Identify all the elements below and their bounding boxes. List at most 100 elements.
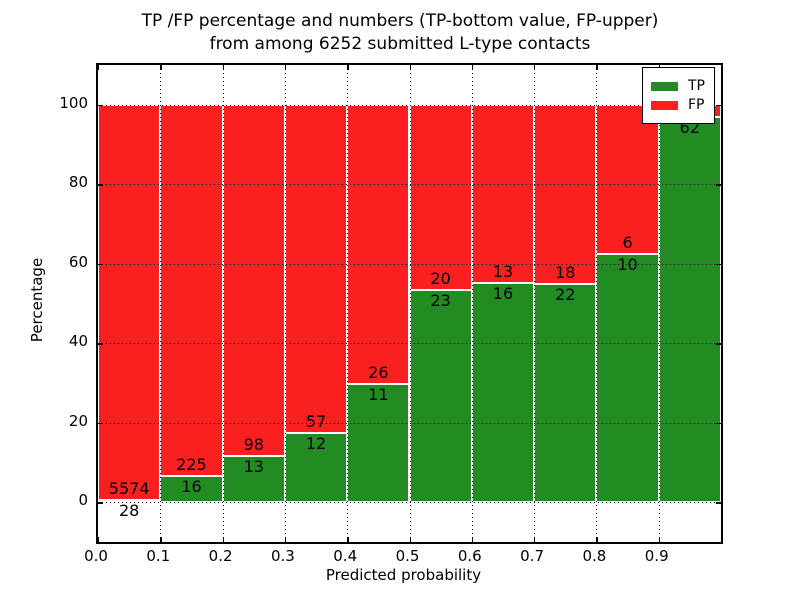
x-tick-mark [98,65,100,70]
x-tick-mark [409,537,411,542]
y-tick-label: 40 [68,332,88,351]
gridline-vertical [534,65,536,542]
tp-count-label: 28 [118,501,140,521]
x-tick-mark [284,537,287,542]
x-tick-mark [409,65,411,70]
y-tick-label: 60 [68,252,88,271]
tp-count-label: 22 [555,284,576,304]
y-tick-mark [98,263,103,266]
tp-count-label: 23 [430,290,451,310]
x-tick-mark [347,65,349,70]
fp-count-label: 98 [243,434,264,454]
x-tick-label: 0.1 [146,547,171,565]
fp-count-label: 26 [368,363,389,383]
legend-item: TP [651,78,705,94]
fp-bar-segment [98,104,161,501]
x-tick-mark [596,65,598,70]
fp-bar-segment [284,104,348,434]
legend-item: FP [651,97,705,113]
x-tick-mark [98,537,100,542]
x-tick-label: 0.5 [395,547,420,565]
x-tick-label: 0.6 [457,547,482,565]
fp-count-label: 57 [305,412,327,432]
x-tick-label: 0.3 [270,547,295,565]
tp-count-label: 16 [492,283,514,303]
tp-bar-segment [222,455,285,503]
y-tick-mark [716,184,721,186]
fp-count-label: 6 [622,232,633,252]
legend-swatch-fp-icon [651,100,678,110]
legend: TP FP [642,67,715,124]
y-tick-label: 20 [68,411,88,430]
legend-label: FP [688,97,705,113]
x-tick-mark [222,537,224,542]
y-axis-title: Percentage [27,0,47,600]
chart-title: TP /FP percentage and numbers (TP-bottom… [0,10,800,56]
y-tick-mark [98,104,103,107]
x-tick-label: 0.8 [582,547,607,565]
y-tick-label: 100 [59,93,88,112]
fp-bar-segment [534,104,597,284]
y-tick-mark [716,104,721,107]
fp-count-label: 20 [430,268,451,288]
y-tick-mark [98,422,103,425]
y-tick-mark [716,343,721,345]
tp-count-label: 12 [305,434,327,454]
tp-count-label: 13 [243,456,264,476]
y-tick-mark [98,184,103,186]
tp-bar-segment [284,433,348,503]
tp-bar-segment [347,384,410,503]
legend-swatch-tp-icon [651,81,678,91]
x-tick-mark [534,537,536,542]
tp-bar-segment [409,289,472,503]
gridline-vertical [409,65,411,542]
plot-area: 5574 28 225 16 98 13 57 12 26 11 20 23 13 16 18 22 6 10 62… [96,63,723,544]
fp-bar-segment [409,104,472,290]
tp-bar-segment [596,253,659,503]
x-tick-mark [284,65,287,70]
gridline-vertical [471,65,473,542]
tp-count-label: 11 [368,385,389,405]
x-tick-mark [471,537,474,542]
y-tick-label: 0 [78,491,88,510]
fp-count-label: 5574 [108,479,150,499]
chart-title-line-1: TP /FP percentage and numbers (TP-bottom… [141,11,659,31]
x-tick-mark [160,65,162,70]
fp-bar-segment [471,104,535,283]
gridline-vertical [347,65,349,542]
x-tick-mark [160,537,162,542]
gridline-vertical [222,65,224,542]
x-tick-mark [596,537,598,542]
x-tick-mark [658,537,661,542]
x-tick-mark [471,65,474,70]
fp-bar-segment [347,104,410,385]
tp-bar-segment [534,283,597,503]
y-tick-mark [98,343,103,345]
chart-title-line-2: from among 6252 submitted L-type contact… [209,34,591,54]
x-tick-mark [347,537,349,542]
x-tick-mark [222,65,224,70]
legend-label: TP [688,78,705,94]
x-tick-label: 0.4 [333,547,358,565]
gridline-vertical [284,65,286,542]
tp-count-label: 10 [617,254,638,274]
gridline-vertical [658,65,660,542]
gridline-vertical [160,65,162,542]
fp-bar-segment [596,104,659,254]
y-tick-mark [716,422,721,425]
x-tick-label: 0.2 [208,547,233,565]
tp-count-label: 16 [181,476,202,496]
y-tick-label: 80 [68,173,88,192]
fp-bar-segment [222,104,285,456]
fp-count-label: 18 [555,262,576,282]
tp-bar-segment [471,282,535,503]
tp-bar-segment [98,500,161,503]
y-tick-mark [98,502,103,504]
fp-count-label: 225 [176,454,207,474]
fp-count-label: 13 [492,261,514,281]
tp-bar-segment [658,117,721,503]
x-tick-mark [534,65,536,70]
x-axis-title: Predicted probability [325,566,482,584]
gridline-vertical [596,65,598,542]
